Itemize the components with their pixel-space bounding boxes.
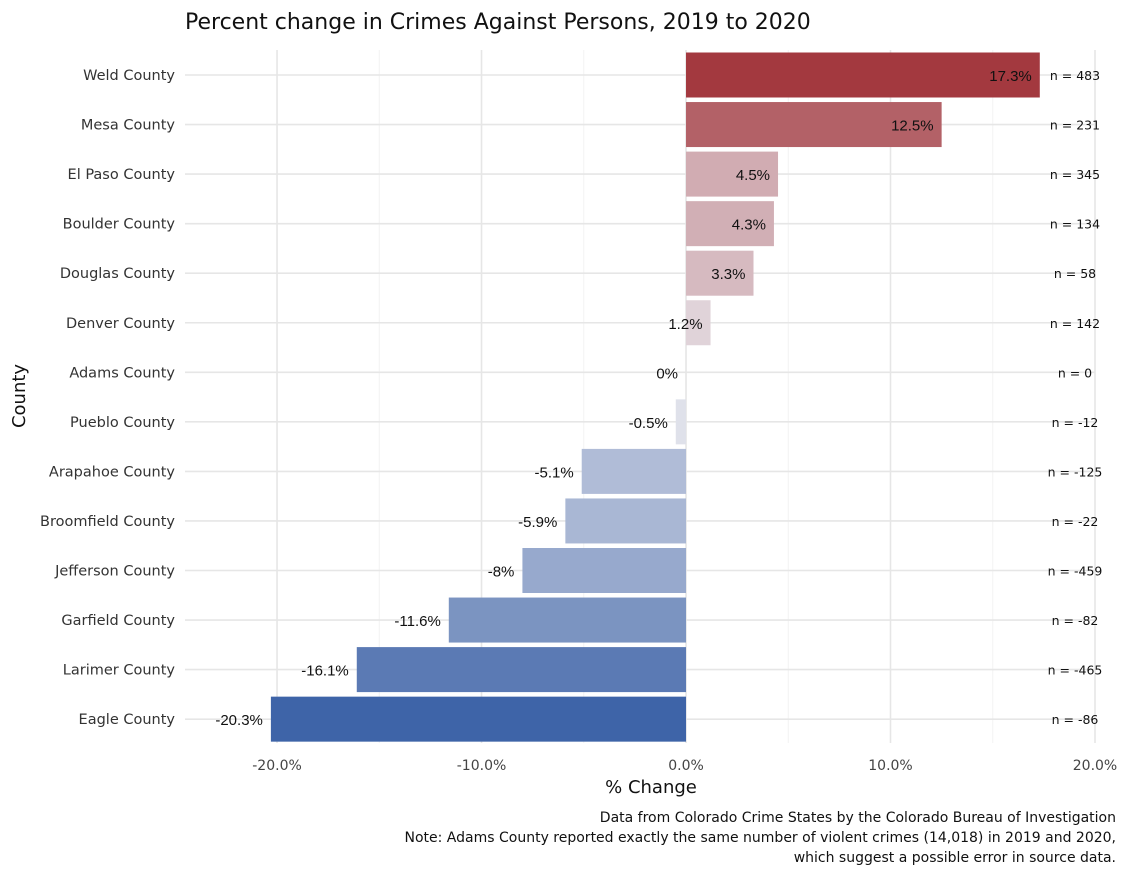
n-label: n = 134 xyxy=(1050,217,1100,232)
n-label: n = 345 xyxy=(1050,167,1100,182)
value-label: 1.2% xyxy=(668,316,702,333)
bar xyxy=(565,498,687,544)
caption-line-1: Data from Colorado Crime States by the C… xyxy=(600,810,1116,826)
category-label: Denver County xyxy=(66,316,175,332)
x-tick-label: -20.0% xyxy=(252,758,302,774)
bar xyxy=(522,548,687,593)
bar xyxy=(686,52,1040,98)
bar xyxy=(675,399,687,445)
x-axis-title: % Change xyxy=(605,777,697,798)
category-label: Douglas County xyxy=(60,266,176,282)
x-tick-labels: -20.0% -10.0% 0.0% 10.0% 20.0% xyxy=(252,758,1117,774)
n-label: n = 142 xyxy=(1050,316,1100,331)
n-label: n = 0 xyxy=(1058,365,1092,380)
value-label: 12.5% xyxy=(891,118,934,135)
x-tick-label: 0.0% xyxy=(668,758,704,774)
bars xyxy=(270,52,1040,742)
bar xyxy=(356,647,687,693)
value-label: -8% xyxy=(488,564,515,581)
bar xyxy=(686,201,774,247)
category-label: Eagle County xyxy=(79,712,176,728)
category-label: Garfield County xyxy=(61,613,175,629)
caption: Data from Colorado Crime States by the C… xyxy=(405,810,1117,866)
y-axis-title: County xyxy=(9,364,30,428)
n-label: n = 231 xyxy=(1050,118,1100,133)
category-label: Broomfield County xyxy=(40,514,175,530)
category-label: Mesa County xyxy=(81,118,176,134)
value-label: -11.6% xyxy=(394,613,440,630)
n-label: n = -12 xyxy=(1052,415,1099,430)
category-label: Boulder County xyxy=(63,217,176,233)
category-labels: Weld County Mesa County El Paso County Boul… xyxy=(40,68,175,728)
category-label: Pueblo County xyxy=(70,415,175,431)
bar xyxy=(270,696,687,742)
value-label: 0% xyxy=(656,365,678,382)
value-label: -0.5% xyxy=(629,415,668,432)
n-label: n = 58 xyxy=(1054,266,1096,281)
caption-line-3: which suggest a possible error in source… xyxy=(794,850,1116,866)
n-label: n = -86 xyxy=(1052,712,1099,727)
category-label: Adams County xyxy=(69,365,175,381)
n-label: n = -459 xyxy=(1048,564,1103,579)
value-label: 3.3% xyxy=(711,266,745,283)
category-label: Jefferson County xyxy=(54,564,175,580)
value-label: 17.3% xyxy=(989,68,1032,85)
bar xyxy=(686,151,779,197)
value-label: -20.3% xyxy=(215,712,263,729)
bar xyxy=(448,597,687,643)
bar xyxy=(686,102,942,148)
x-tick-label: 10.0% xyxy=(868,758,912,774)
value-label: 4.3% xyxy=(732,217,766,234)
value-label: 4.5% xyxy=(736,167,770,184)
bar xyxy=(686,250,754,296)
x-tick-label: 20.0% xyxy=(1073,758,1117,774)
category-label: El Paso County xyxy=(68,167,176,183)
value-label: -5.9% xyxy=(518,514,557,531)
value-label: -5.1% xyxy=(535,464,574,481)
caption-line-2: Note: Adams County reported exactly the … xyxy=(405,830,1117,846)
n-label: n = -125 xyxy=(1048,464,1103,479)
n-label: n = -465 xyxy=(1048,663,1103,678)
n-labels: n = 483 n = 231 n = 345 n = 134 n = 58 n = 14… xyxy=(1048,68,1103,727)
chart-title: Percent change in Crimes Against Persons… xyxy=(185,10,811,35)
n-label: n = -82 xyxy=(1052,613,1099,628)
n-label: n = -22 xyxy=(1052,514,1099,529)
value-label: -16.1% xyxy=(301,663,349,680)
x-tick-label: -10.0% xyxy=(457,758,507,774)
n-label: n = 483 xyxy=(1050,68,1100,83)
bar xyxy=(581,448,687,494)
category-label: Larimer County xyxy=(63,663,176,679)
category-label: Weld County xyxy=(83,68,175,84)
category-label: Arapahoe County xyxy=(49,464,176,480)
value-labels: 17.3% 12.5% 4.5% 4.3% 3.3% 1.2% 0% -0.5% -5.1% -5… xyxy=(215,68,1031,729)
bar xyxy=(686,300,711,346)
